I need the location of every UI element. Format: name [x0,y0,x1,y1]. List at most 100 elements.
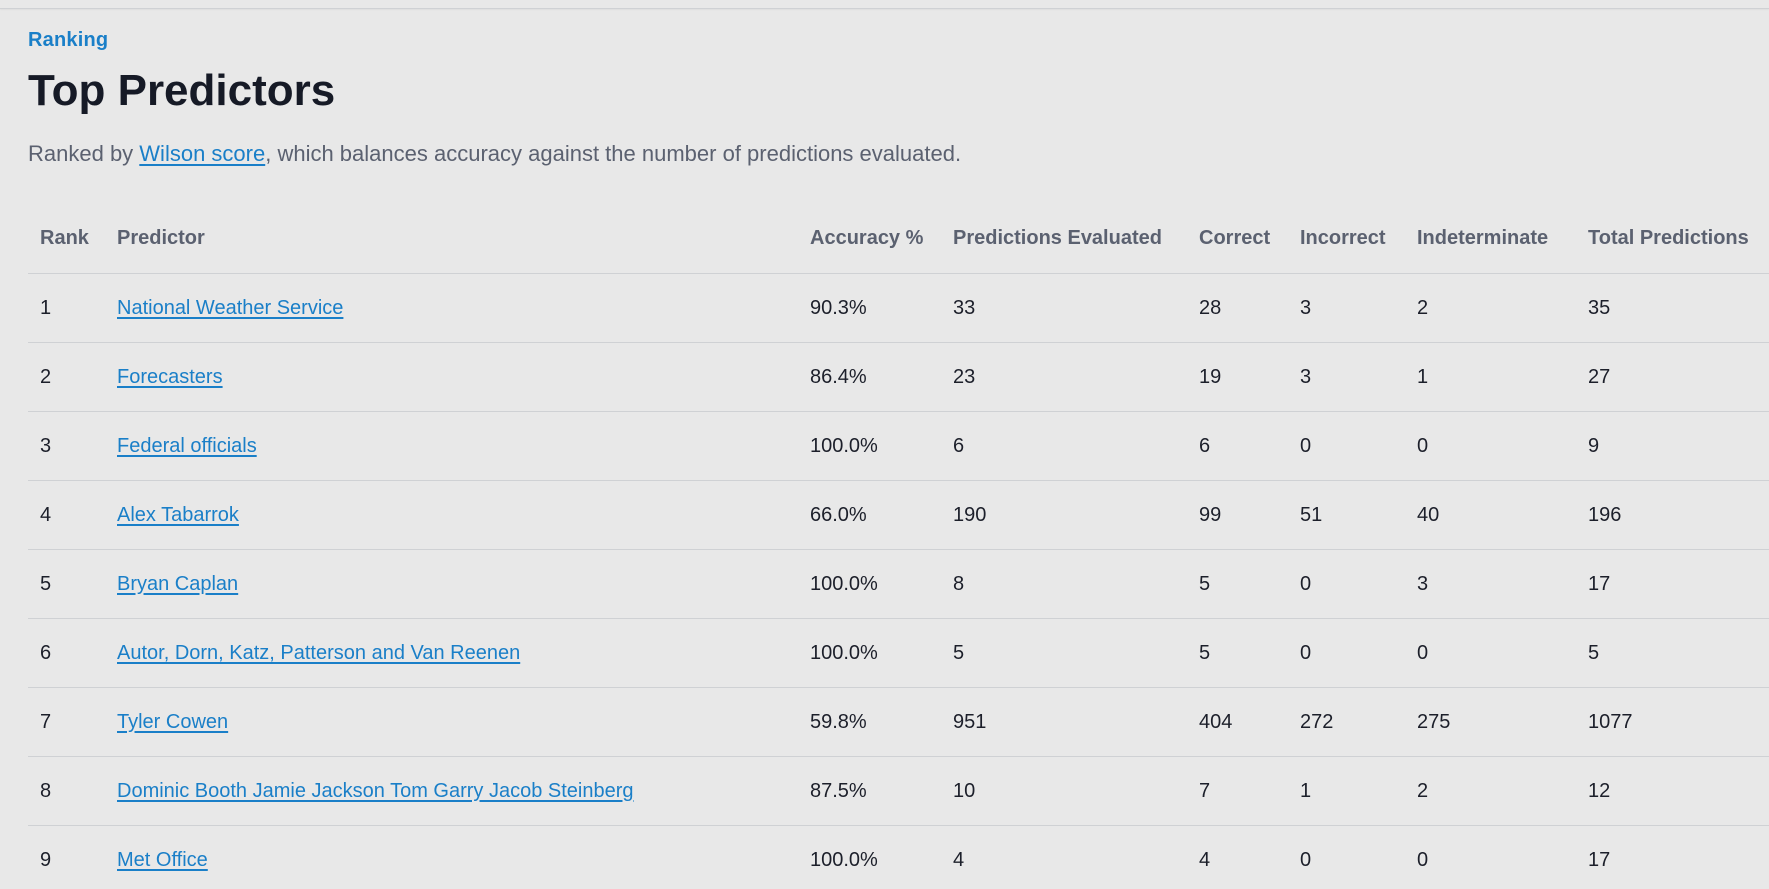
evaluated-cell: 33 [941,273,1187,343]
indeterminate-cell: 0 [1405,825,1576,889]
predictor-link[interactable]: Alex Tabarrok [117,503,239,526]
subtitle-suffix: , which balances accuracy against the nu… [265,141,962,166]
accuracy-cell: 86.4% [798,342,941,412]
table-row: 3 Federal officials 100.0% 6 6 0 0 9 [28,411,1769,481]
rank-cell: 2 [28,342,105,412]
table-row: 5 Bryan Caplan 100.0% 8 5 0 3 17 [28,549,1769,619]
predictor-cell: Bryan Caplan [105,549,798,619]
accuracy-cell: 66.0% [798,480,941,550]
indeterminate-cell: 40 [1405,480,1576,550]
predictor-cell: Dominic Booth Jamie Jackson Tom Garry Ja… [105,756,798,826]
table-row: 8 Dominic Booth Jamie Jackson Tom Garry … [28,756,1769,826]
table-row: 4 Alex Tabarrok 66.0% 190 99 51 40 196 [28,480,1769,550]
indeterminate-cell: 275 [1405,687,1576,757]
column-header-indeterminate: Indeterminate [1405,204,1576,274]
correct-cell: 4 [1187,825,1288,889]
total-cell: 196 [1576,480,1769,550]
indeterminate-cell: 1 [1405,342,1576,412]
predictor-cell: Met Office [105,825,798,889]
incorrect-cell: 1 [1288,756,1405,826]
rank-cell: 9 [28,825,105,889]
section-eyebrow: Ranking [28,29,109,51]
correct-cell: 19 [1187,342,1288,412]
rank-cell: 3 [28,411,105,481]
correct-cell: 5 [1187,618,1288,688]
column-header-predictor: Predictor [105,204,798,274]
table-header: Rank Predictor Accuracy % Predictions Ev… [28,204,1769,274]
column-header-predictions-evaluated: Predictions Evaluated [941,204,1187,274]
rank-cell: 7 [28,687,105,757]
indeterminate-cell: 3 [1405,549,1576,619]
accuracy-cell: 100.0% [798,411,941,481]
predictor-link[interactable]: Forecasters [117,365,223,388]
evaluated-cell: 10 [941,756,1187,826]
incorrect-cell: 0 [1288,825,1405,889]
predictor-link[interactable]: National Weather Service [117,296,344,319]
rank-cell: 8 [28,756,105,826]
predictor-link[interactable]: Met Office [117,848,208,871]
table-body: 1 National Weather Service 90.3% 33 28 3… [28,273,1769,889]
rank-cell: 6 [28,618,105,688]
incorrect-cell: 272 [1288,687,1405,757]
correct-cell: 404 [1187,687,1288,757]
header-row: Rank Predictor Accuracy % Predictions Ev… [28,204,1769,274]
incorrect-cell: 3 [1288,342,1405,412]
main-content: Ranking Top Predictors Ranked by Wilson … [28,24,1769,889]
wilson-score-link[interactable]: Wilson score [139,141,266,166]
indeterminate-cell: 0 [1405,618,1576,688]
rank-cell: 4 [28,480,105,550]
evaluated-cell: 5 [941,618,1187,688]
correct-cell: 6 [1187,411,1288,481]
total-cell: 35 [1576,273,1769,343]
evaluated-cell: 23 [941,342,1187,412]
table-row: 2 Forecasters 86.4% 23 19 3 1 27 [28,342,1769,412]
top-divider [0,0,1769,9]
predictor-cell: Alex Tabarrok [105,480,798,550]
evaluated-cell: 190 [941,480,1187,550]
predictor-link[interactable]: Tyler Cowen [117,710,229,733]
predictor-cell: National Weather Service [105,273,798,343]
incorrect-cell: 3 [1288,273,1405,343]
column-header-correct: Correct [1187,204,1288,274]
total-cell: 17 [1576,825,1769,889]
table-row: 9 Met Office 100.0% 4 4 0 0 17 [28,825,1769,889]
table-row: 6 Autor, Dorn, Katz, Patterson and Van R… [28,618,1769,688]
total-cell: 5 [1576,618,1769,688]
correct-cell: 7 [1187,756,1288,826]
predictor-link[interactable]: Federal officials [117,434,257,457]
total-cell: 27 [1576,342,1769,412]
accuracy-cell: 59.8% [798,687,941,757]
predictor-link[interactable]: Bryan Caplan [117,572,239,595]
predictor-link[interactable]: Dominic Booth Jamie Jackson Tom Garry Ja… [117,779,634,802]
page-title: Top Predictors [28,66,336,115]
total-cell: 1077 [1576,687,1769,757]
indeterminate-cell: 2 [1405,756,1576,826]
predictor-cell: Federal officials [105,411,798,481]
accuracy-cell: 90.3% [798,273,941,343]
total-cell: 17 [1576,549,1769,619]
predictor-cell: Tyler Cowen [105,687,798,757]
incorrect-cell: 0 [1288,549,1405,619]
total-cell: 12 [1576,756,1769,826]
evaluated-cell: 6 [941,411,1187,481]
rank-cell: 5 [28,549,105,619]
predictor-link[interactable]: Autor, Dorn, Katz, Patterson and Van Ree… [117,641,521,664]
accuracy-cell: 100.0% [798,549,941,619]
incorrect-cell: 51 [1288,480,1405,550]
column-header-rank: Rank [28,204,105,274]
page-subtitle: Ranked by Wilson score, which balances a… [28,138,1769,170]
table-row: 1 National Weather Service 90.3% 33 28 3… [28,273,1769,343]
evaluated-cell: 4 [941,825,1187,889]
table-row: 7 Tyler Cowen 59.8% 951 404 272 275 1077 [28,687,1769,757]
predictors-table: Rank Predictor Accuracy % Predictions Ev… [28,204,1769,889]
evaluated-cell: 951 [941,687,1187,757]
indeterminate-cell: 0 [1405,411,1576,481]
subtitle-prefix: Ranked by [28,141,140,166]
correct-cell: 99 [1187,480,1288,550]
incorrect-cell: 0 [1288,618,1405,688]
correct-cell: 5 [1187,549,1288,619]
accuracy-cell: 87.5% [798,756,941,826]
correct-cell: 28 [1187,273,1288,343]
incorrect-cell: 0 [1288,411,1405,481]
